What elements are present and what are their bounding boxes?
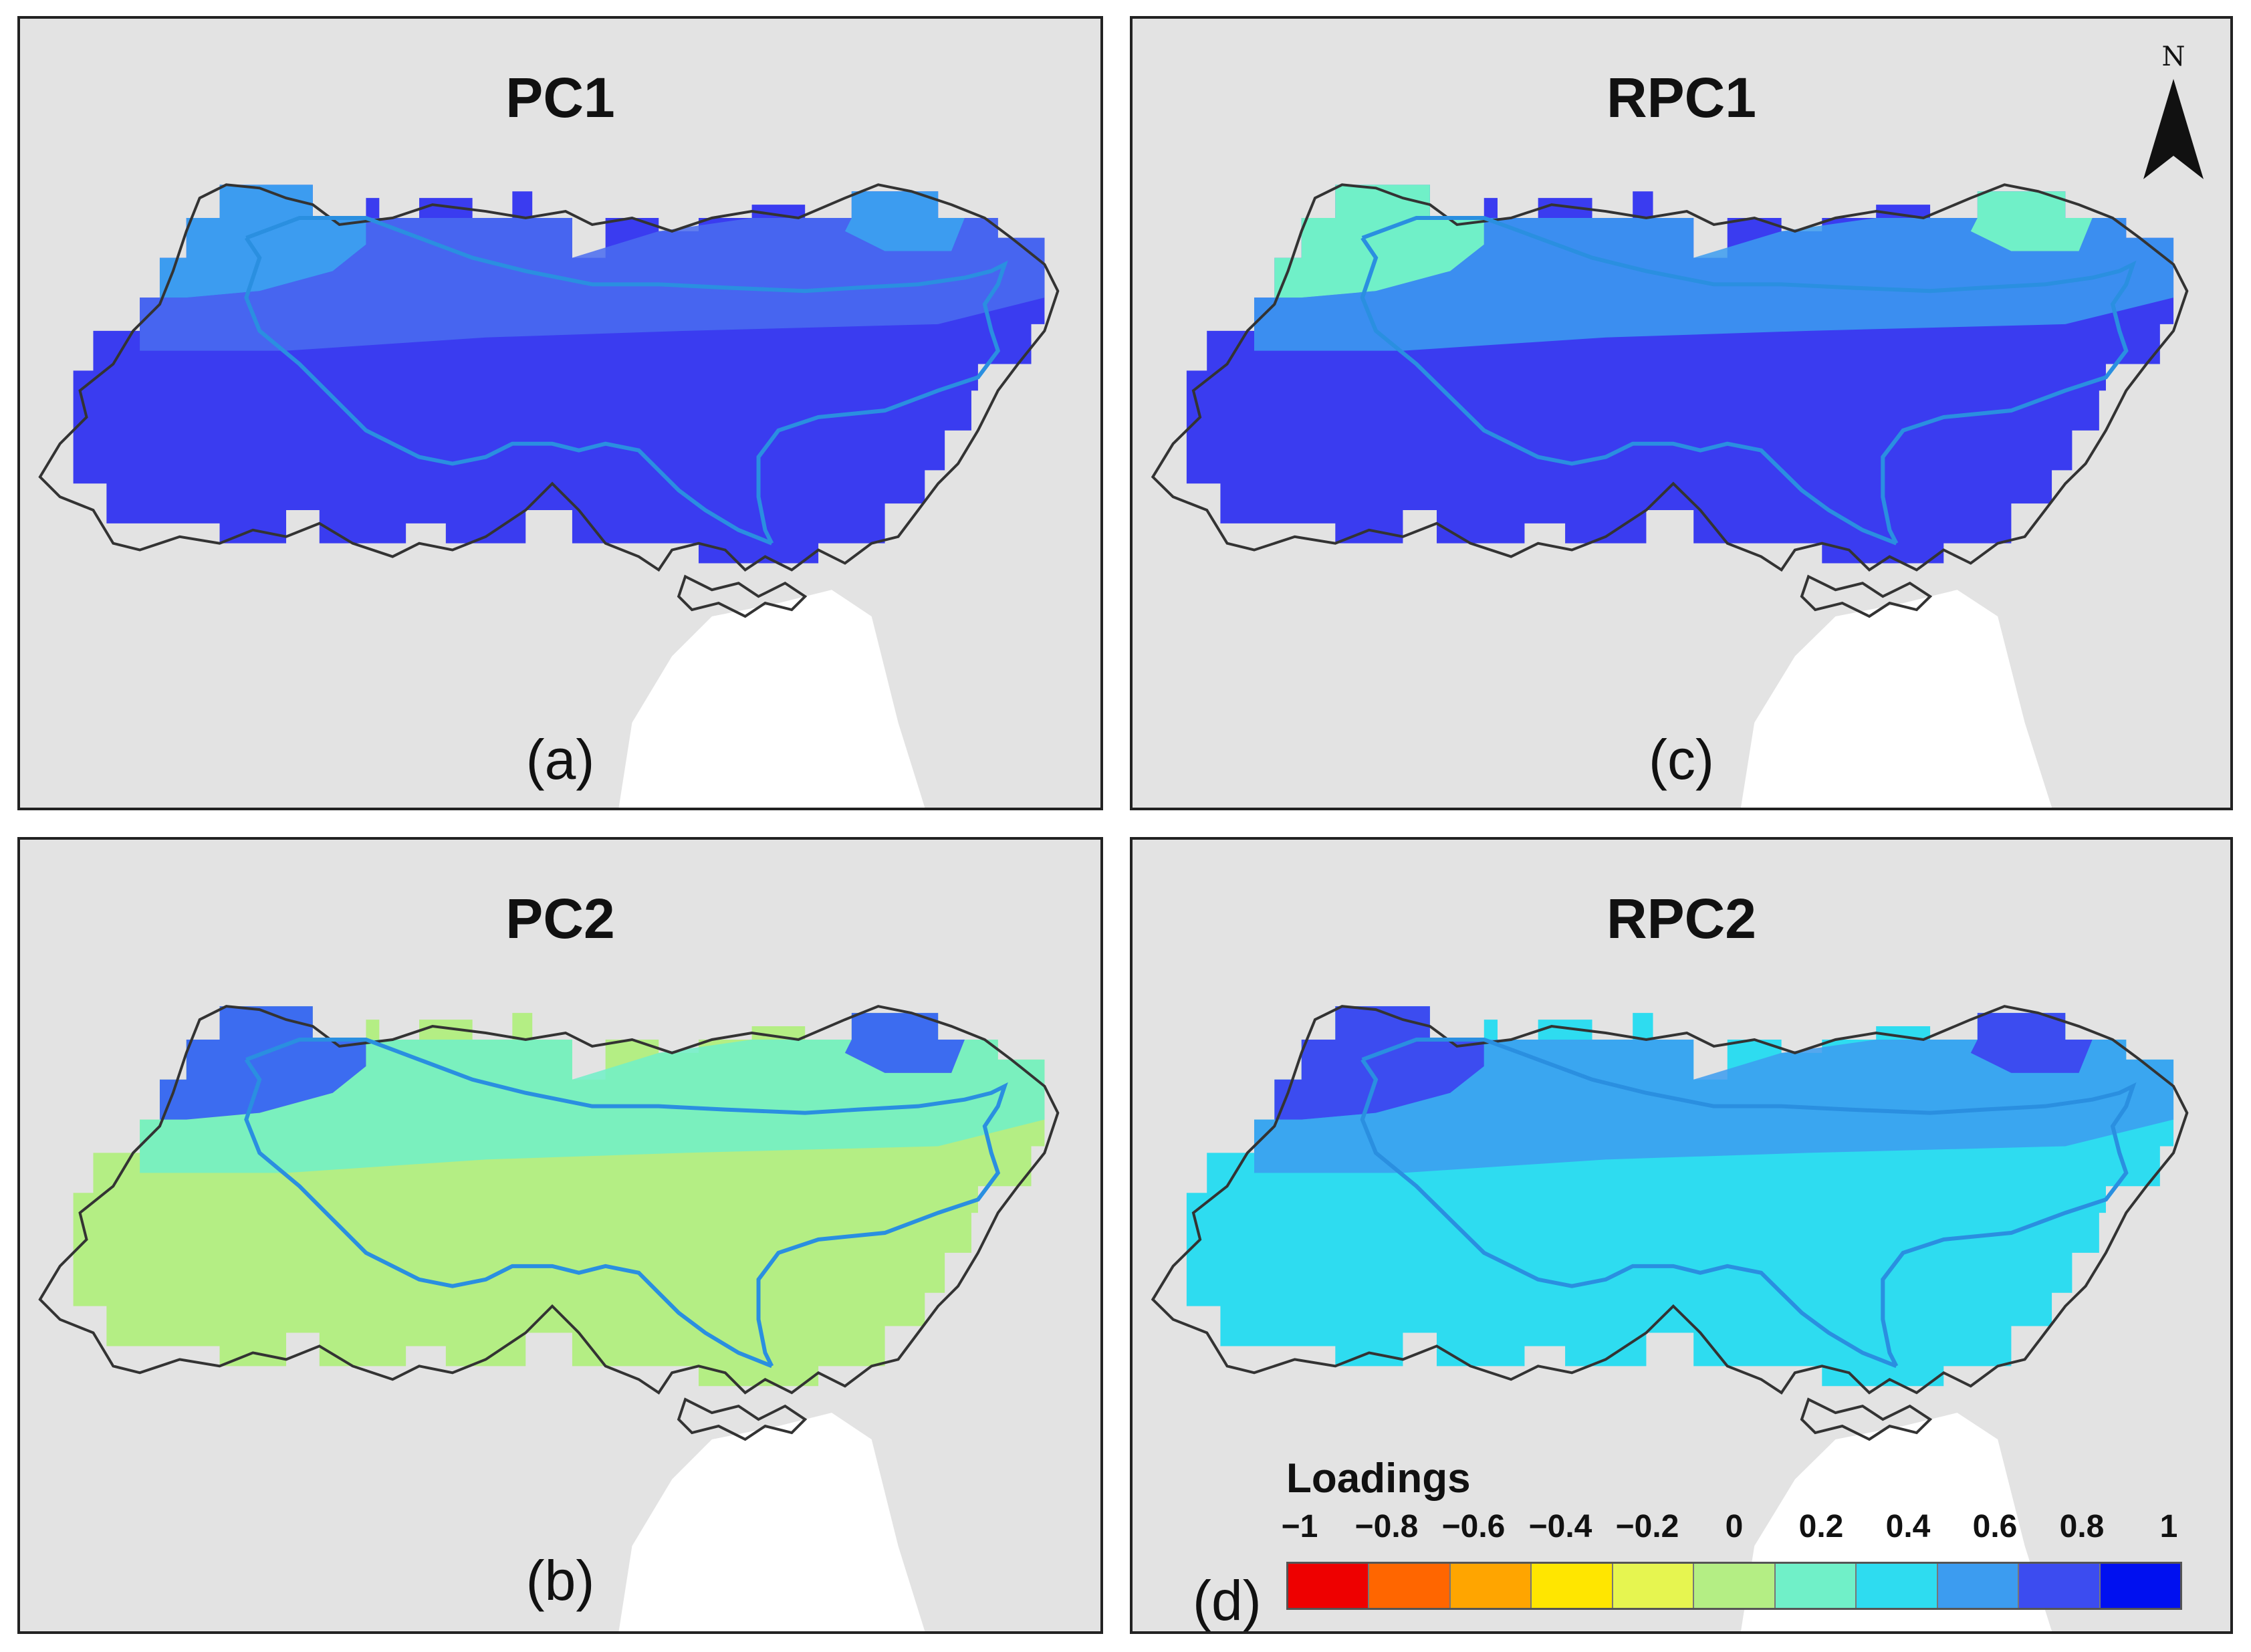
panel-title: PC2 [505, 887, 615, 950]
bay-of-bengal [618, 1413, 925, 1631]
panel-title: PC1 [505, 66, 615, 129]
bay-of-bengal [1740, 590, 2052, 808]
river-main [244, 1058, 773, 1369]
loading-zone-north [1274, 1006, 2093, 1120]
north-arrow-icon: N [2143, 41, 2204, 179]
panel-label: (b) [525, 1549, 595, 1612]
rpc2-map [1151, 1005, 2189, 1631]
river-tributary [1361, 216, 2137, 545]
bay-of-bengal [1740, 1413, 2052, 1631]
delta-coastline [677, 1397, 808, 1441]
basin-boundary [1151, 183, 2189, 572]
river-main [244, 237, 773, 546]
map-panel-pc2: PC2 (b) [17, 837, 1103, 1634]
map-panel-rpc1: RPC1 (c) N [1130, 16, 2233, 810]
pc1-map [38, 183, 1060, 808]
river-tributary [1361, 1038, 2137, 1367]
river-tributary [245, 1038, 1008, 1367]
loading-zone-north [159, 185, 965, 298]
basin-boundary [38, 183, 1060, 572]
loading-zone-north [159, 1006, 965, 1120]
north-label: N [2162, 41, 2185, 72]
basin-boundary [1151, 1005, 2189, 1395]
map-panel-pc1: PC1 (a) [17, 16, 1103, 810]
pc2-map [38, 1005, 1060, 1631]
river-main [1360, 1058, 1897, 1369]
panel-label: (a) [525, 728, 595, 791]
map-panel-rpc2: RPC2 (d) Loadings −1 −0.8 −0.6 −0.4 −0.2 0 0.2… [1130, 837, 2233, 1634]
panel-label: (d) [1193, 1569, 1262, 1632]
river-tributary [245, 216, 1008, 545]
rpc1-map [1151, 183, 2189, 808]
delta-coastline [677, 574, 808, 618]
panel-title: RPC2 [1606, 887, 1757, 950]
bay-of-bengal [618, 590, 925, 808]
delta-coastline [1800, 1397, 1933, 1441]
panel-title: RPC1 [1606, 66, 1757, 129]
panel-label: (c) [1649, 728, 1714, 791]
river-main [1360, 237, 1897, 546]
basin-boundary [38, 1005, 1060, 1395]
delta-coastline [1800, 574, 1933, 618]
loading-zone-north [1274, 185, 2093, 298]
